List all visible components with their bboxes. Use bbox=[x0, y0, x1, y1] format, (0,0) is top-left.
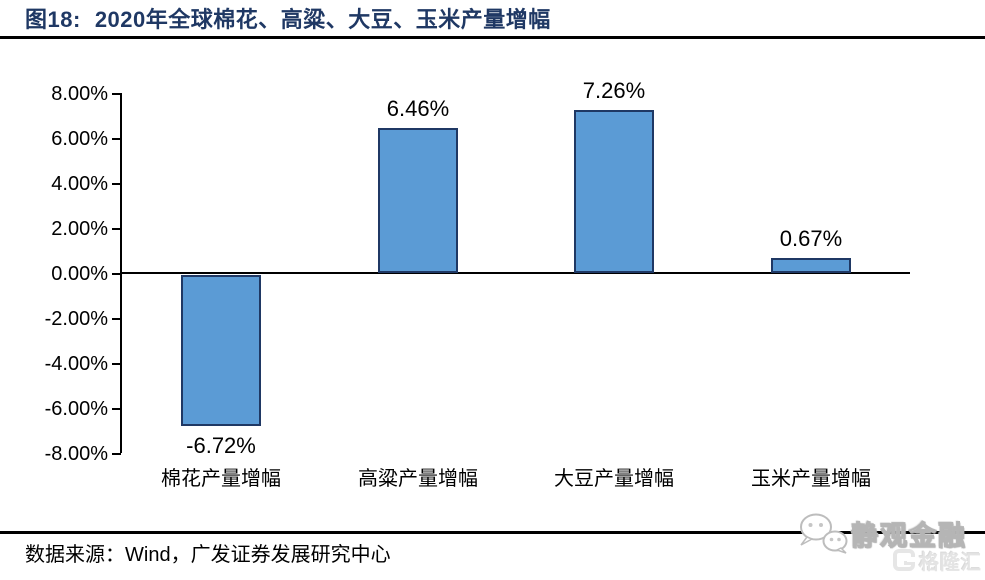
gelonghui-g-icon bbox=[893, 549, 915, 571]
y-axis-tick-label: 4.00% bbox=[51, 172, 108, 195]
y-axis-tick bbox=[112, 272, 121, 275]
category-label: 棉花产量增幅 bbox=[161, 468, 281, 490]
bar-2 bbox=[378, 128, 458, 274]
header-divider bbox=[0, 36, 985, 39]
watermark: 静观金融 bbox=[793, 510, 985, 554]
bar-value-label: 0.67% bbox=[779, 226, 843, 252]
gelonghui-logo: 格隆汇 bbox=[893, 548, 982, 574]
y-axis-tick bbox=[112, 92, 121, 95]
y-axis-tick bbox=[112, 182, 121, 185]
bar-3 bbox=[574, 110, 654, 274]
y-axis-tick-label: 8.00% bbox=[51, 82, 108, 105]
figure-title: 2020年全球棉花、高粱、大豆、玉米产量增幅 bbox=[94, 7, 551, 32]
y-axis-tick-label: 0.00% bbox=[51, 262, 108, 285]
x-axis-zero-line bbox=[121, 272, 910, 274]
category-label: 高粱产量增幅 bbox=[358, 468, 478, 490]
figure-number: 图18: bbox=[25, 7, 81, 32]
bar-4 bbox=[771, 258, 851, 274]
y-axis-tick-label: 2.00% bbox=[51, 217, 108, 240]
figure-header: 图18: 2020年全球棉花、高粱、大豆、玉米产量增幅 bbox=[25, 4, 551, 36]
gelonghui-logo-text: 格隆汇 bbox=[919, 551, 982, 574]
watermark-brand: 静观金融 bbox=[850, 520, 967, 551]
y-axis-tick-label: 6.00% bbox=[51, 127, 108, 150]
y-axis-tick-label: -8.00% bbox=[44, 442, 108, 465]
data-source-note: 数据来源：Wind，广发证券发展研究中心 bbox=[25, 544, 391, 566]
y-axis-tick bbox=[112, 137, 121, 140]
y-axis-tick bbox=[112, 407, 121, 410]
wechat-icon bbox=[800, 513, 848, 554]
bar-value-label: 6.46% bbox=[386, 96, 450, 122]
category-label: 大豆产量增幅 bbox=[554, 468, 674, 490]
y-axis-tick bbox=[112, 362, 121, 365]
bar-value-label: -6.72% bbox=[186, 432, 256, 458]
y-axis-tick bbox=[112, 227, 121, 230]
y-axis-tick-label: -6.00% bbox=[44, 397, 108, 420]
y-axis-tick-label: -4.00% bbox=[44, 352, 108, 375]
footer-divider bbox=[0, 531, 985, 534]
bar-1 bbox=[181, 274, 261, 426]
y-axis-tick bbox=[112, 452, 121, 455]
y-axis-tick-label: -2.00% bbox=[44, 307, 108, 330]
bar-value-label: 7.26% bbox=[582, 78, 646, 104]
y-axis-tick bbox=[112, 317, 121, 320]
category-label: 玉米产量增幅 bbox=[751, 468, 871, 490]
bar-chart: 8.00% 6.00% 4.00% 2.00% 0.00% -2.00% -4.00% -6.… bbox=[44, 78, 910, 490]
